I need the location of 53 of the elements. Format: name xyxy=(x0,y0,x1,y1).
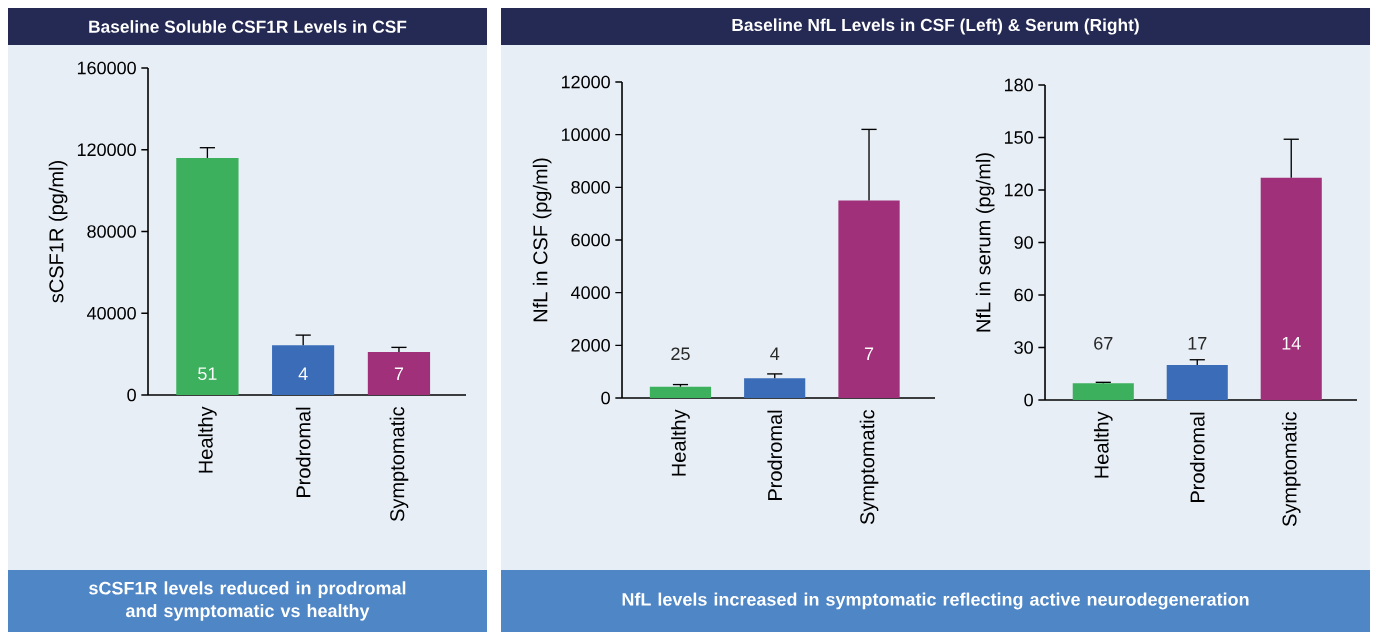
text: NfL levels increased in symptomatic reflecting active neurodegeneration xyxy=(622,592,1249,610)
bar xyxy=(176,157,239,395)
bar xyxy=(649,386,712,398)
bar xyxy=(744,378,806,398)
text: sCSF1R levels reduced in prodromal and symptomatic vs healthy xyxy=(89,581,406,621)
y-tick-label: 0 xyxy=(601,391,610,405)
chart-title: Baseline NfL Levels in CSF (Left) & Serum (Right) xyxy=(732,18,1139,35)
x-tick-label: Healthy xyxy=(198,406,217,473)
annotation: 17 xyxy=(1188,337,1207,350)
y-tick-label: 180 xyxy=(1004,78,1033,92)
bar xyxy=(1260,177,1322,400)
x-tick-label: Symptomatic xyxy=(1281,411,1301,527)
annotation: 51 xyxy=(198,367,217,381)
y-tick-label: 90 xyxy=(1014,236,1033,249)
y-tick-label: 10000 xyxy=(561,128,610,142)
annotation: 25 xyxy=(671,347,690,361)
y-tick-label: 0 xyxy=(1024,393,1033,407)
annotation: 7 xyxy=(864,347,874,360)
y-axis-title: NfL in serum (pg/ml) xyxy=(975,153,995,332)
bar xyxy=(1166,365,1228,400)
y-tick-label: 0 xyxy=(127,388,136,402)
y-tick-label: 4000 xyxy=(571,286,610,300)
x-tick-label: Healthy xyxy=(671,409,690,476)
y-axis-title: NfL in CSF (pg/ml) xyxy=(532,158,552,322)
y-tick-label: 30 xyxy=(1014,341,1033,354)
bar xyxy=(367,352,431,395)
x-tick-label: Symptomatic xyxy=(859,409,879,525)
y-tick-label: 120000 xyxy=(77,143,136,157)
bar xyxy=(272,345,335,395)
annotation: 4 xyxy=(298,367,308,380)
y-tick-label: 8000 xyxy=(571,180,610,194)
x-tick-label: Prodromal xyxy=(767,410,783,500)
annotation: 67 xyxy=(1094,336,1113,350)
bar xyxy=(1072,383,1134,400)
y-axis-title: sCSF1R (pg/ml) xyxy=(48,161,68,303)
y-tick-label: 2000 xyxy=(571,338,610,352)
x-tick-label: Prodromal xyxy=(295,407,311,497)
y-tick-label: 120 xyxy=(1004,183,1033,197)
y-tick-label: 6000 xyxy=(571,233,610,247)
y-tick-label: 80000 xyxy=(87,225,136,238)
y-tick-label: 40000 xyxy=(86,306,136,320)
y-tick-label: 60 xyxy=(1014,288,1033,302)
y-tick-label: 150 xyxy=(1004,131,1033,144)
x-tick-label: Healthy xyxy=(1093,411,1113,478)
annotation: 7 xyxy=(394,367,404,380)
annotation: 4 xyxy=(770,347,780,360)
x-tick-label: Prodromal xyxy=(1189,412,1205,502)
x-tick-label: Symptomatic xyxy=(389,406,409,522)
bar xyxy=(838,200,900,398)
y-tick-label: 12000 xyxy=(561,75,610,89)
chart-title: Baseline Soluble CSF1R Levels in CSF xyxy=(89,20,407,33)
annotation: 14 xyxy=(1282,337,1301,350)
y-tick-label: 160000 xyxy=(77,61,136,75)
